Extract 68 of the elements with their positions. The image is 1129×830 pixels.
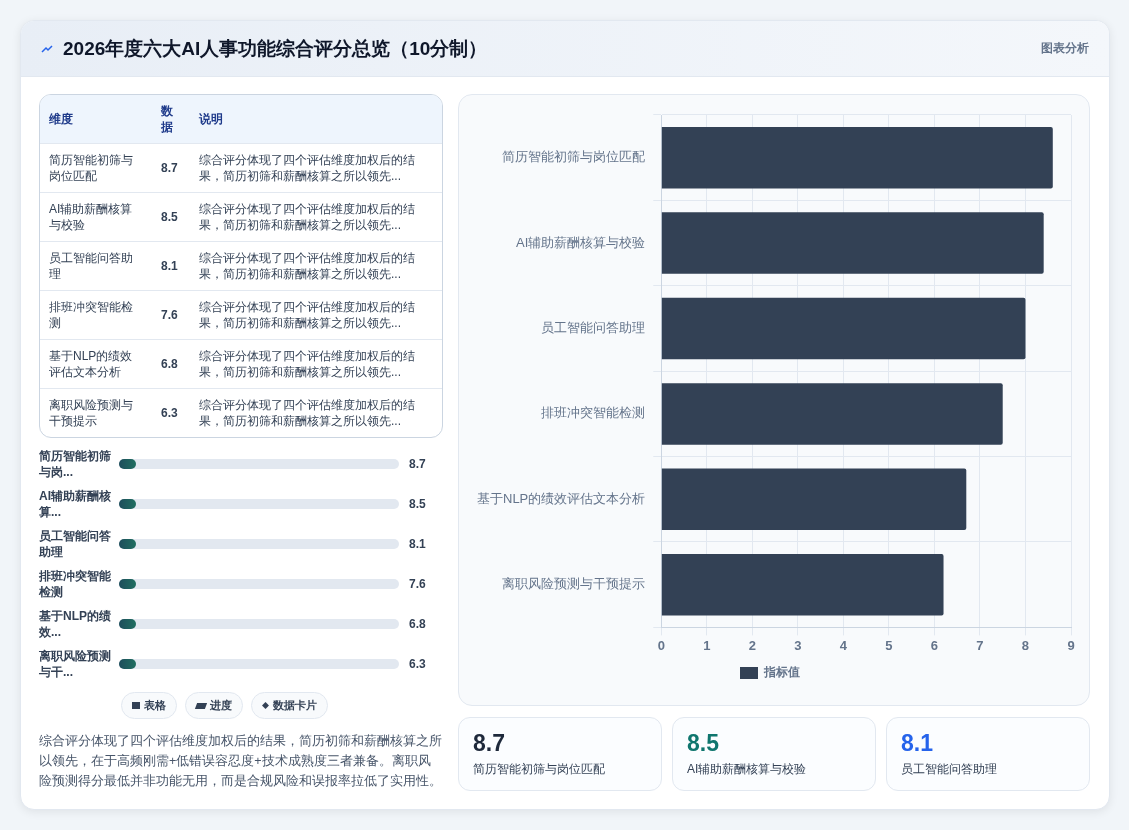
category-label: 简历智能初筛与岗位匹配	[473, 761, 606, 778]
y-tick-label: 员工智能问答助理	[541, 320, 646, 336]
category-label: AI辅助薪酬核算与校验	[687, 761, 808, 778]
text: 图表分析	[1041, 40, 1089, 57]
category-label: 员工智能问答助理	[40, 241, 152, 291]
data-label: 6.3	[152, 388, 190, 437]
data-label: 8.1	[152, 241, 190, 291]
category-label: AI辅助薪酬核算与校验	[40, 192, 152, 242]
x-tick-label: 9	[1067, 637, 1075, 653]
text: 综合评分体现了四个评估维度加权后的结果，简历初筛和薪酬核算之所以领先...	[190, 192, 442, 242]
text: 综合评分体现了四个评估维度加权后的结果，简历初筛和薪酬核算之所以领先...	[190, 388, 442, 437]
category-label: 基于NLP的绩效...	[39, 608, 112, 640]
text: 综合评分体现了四个评估维度加权后的结果，简历初筛和薪酬核算之所以领先，在于高频刚需+低错误容忍度+技术成熟度三者兼备。离职风险预测得分最低并非功能无用，而是合规风险和误报率拉低了实用性。	[39, 733, 443, 790]
data-label: 8.5	[152, 192, 190, 242]
data-label: 8.5	[687, 730, 720, 757]
text: 综合评分体现了四个评估维度加权后的结果，简历初筛和薪酬核算之所以领先...	[190, 143, 442, 193]
data-label: 8.7	[409, 457, 426, 471]
data-label: 8.1	[409, 537, 426, 551]
bar	[661, 553, 944, 616]
bar	[661, 212, 1044, 274]
x-tick-label: 0	[657, 637, 665, 653]
bar	[661, 126, 1053, 189]
text: 说明	[198, 111, 224, 128]
bar	[661, 468, 967, 531]
data-label: 6.3	[409, 657, 426, 671]
category-label: 简历智能初筛与岗位匹配	[40, 143, 152, 193]
text: 综合评分体现了四个评估维度加权后的结果，简历初筛和薪酬核算之所以领先...	[190, 339, 442, 389]
x-tick-label: 8	[1021, 637, 1030, 653]
data-label: 7.6	[152, 290, 190, 340]
data-label: 8.1	[901, 730, 934, 757]
bar	[661, 297, 1026, 360]
y-tick-label: 简历智能初筛与岗位匹配	[502, 149, 646, 165]
bar	[661, 383, 1003, 445]
x-tick-label: 7	[976, 637, 984, 653]
text: 表格	[121, 692, 177, 719]
text: 2026年度六大AI人事功能综合评分总览（10分制）	[63, 36, 488, 61]
text: 综合评分体现了四个评估维度加权后的结果，简历初筛和薪酬核算之所以领先...	[190, 241, 442, 291]
x-tick-label: 6	[930, 637, 939, 653]
category-label: 排班冲突智能检测	[40, 290, 152, 340]
x-tick-label: 1	[703, 637, 711, 653]
y-tick-label: 排班冲突智能检测	[541, 405, 646, 421]
data-label: 8.7	[152, 143, 190, 193]
data-label: 6.8	[152, 339, 190, 389]
data-label: 6.8	[409, 617, 426, 631]
category-label: 简历智能初筛与岗...	[39, 448, 112, 480]
x-tick-label: 3	[794, 637, 802, 653]
category-label: 离职风险预测与干...	[39, 648, 112, 680]
x-tick-label: 2	[748, 637, 756, 653]
text: 数据	[160, 103, 174, 136]
category-label: 排班冲突智能检测	[39, 568, 112, 600]
category-label: 员工智能问答助理	[39, 528, 112, 560]
y-tick-label: AI辅助薪酬核算与校验	[515, 234, 646, 250]
text: 综合评分体现了四个评估维度加权后的结果，简历初筛和薪酬核算之所以领先...	[190, 290, 442, 340]
text: 进度	[185, 692, 243, 719]
legend-label: 指标值	[763, 665, 800, 680]
text: 维度	[48, 111, 74, 128]
data-label: 8.7	[473, 730, 506, 757]
data-label: 7.6	[409, 577, 426, 591]
y-tick-label: 基于NLP的绩效评估文本分析	[476, 490, 646, 506]
x-tick-label: 5	[885, 637, 893, 653]
category-label: 基于NLP的绩效评估文本分析	[40, 339, 152, 389]
category-label: AI辅助薪酬核算...	[39, 488, 112, 520]
data-label: 8.5	[409, 497, 426, 511]
text: 数据卡片	[251, 692, 328, 719]
category-label: 离职风险预测与干预提示	[40, 388, 152, 437]
y-tick-label: 离职风险预测与干预提示	[502, 576, 646, 592]
x-tick-label: 4	[839, 637, 848, 653]
category-label: 员工智能问答助理	[901, 761, 998, 778]
